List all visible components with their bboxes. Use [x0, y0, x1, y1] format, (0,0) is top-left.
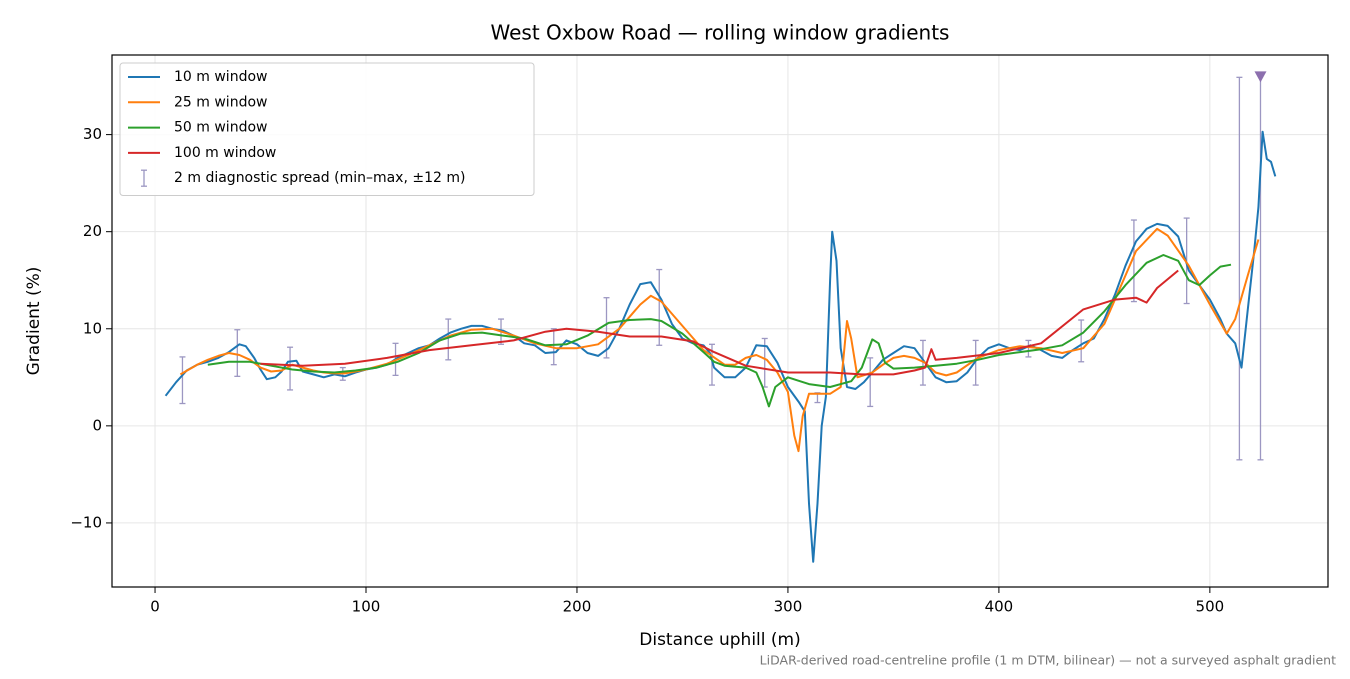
error-bar	[1130, 219, 1137, 303]
error-bar	[656, 268, 663, 346]
x-tick-label: 100	[352, 598, 381, 616]
footnote: LiDAR-derived road-centreline profile (1…	[760, 653, 1336, 668]
y-axis-label: Gradient (%)	[24, 267, 44, 376]
y-tick-label: −10	[70, 513, 102, 531]
x-axis-label: Distance uphill (m)	[639, 630, 800, 650]
line	[207, 254, 1232, 408]
error-bar	[867, 357, 874, 408]
legend-label: 10 m window	[174, 69, 267, 85]
legend-label: 100 m window	[174, 145, 276, 161]
error-bar	[1025, 339, 1032, 358]
x-tick-label: 500	[1196, 598, 1225, 616]
error-bar	[1236, 76, 1243, 461]
legend-label: 50 m window	[174, 120, 267, 136]
legend-swatch	[141, 169, 147, 187]
x-tick-label: 400	[985, 598, 1014, 616]
error-bar	[972, 339, 979, 386]
line	[179, 227, 1260, 453]
x-tick-label: 200	[563, 598, 592, 616]
line	[260, 269, 1179, 376]
legend-label: 2 m diagnostic spread (min–max, ±12 m)	[174, 170, 465, 186]
y-tick-label: 30	[83, 125, 102, 143]
legend-frame	[119, 62, 535, 196]
error-bar	[1078, 319, 1085, 363]
chart-title: West Oxbow Road — rolling window gradien…	[491, 21, 950, 45]
marker	[1254, 71, 1267, 83]
line	[164, 130, 1277, 563]
plot-frame	[111, 54, 1329, 588]
error-bar	[179, 356, 186, 405]
error-bar	[234, 329, 241, 377]
y-tick-label: 0	[92, 416, 102, 434]
x-tick-label: 300	[774, 598, 803, 616]
legend: 10 m window 25 m window 50 m window 100 m w…	[119, 62, 535, 196]
error-bar	[603, 297, 610, 359]
y-tick-label: 10	[83, 319, 102, 337]
error-bar	[445, 318, 452, 361]
y-tick-label: 20	[83, 222, 102, 240]
legend-label: 25 m window	[174, 94, 267, 110]
x-tick-label: 0	[150, 598, 160, 616]
